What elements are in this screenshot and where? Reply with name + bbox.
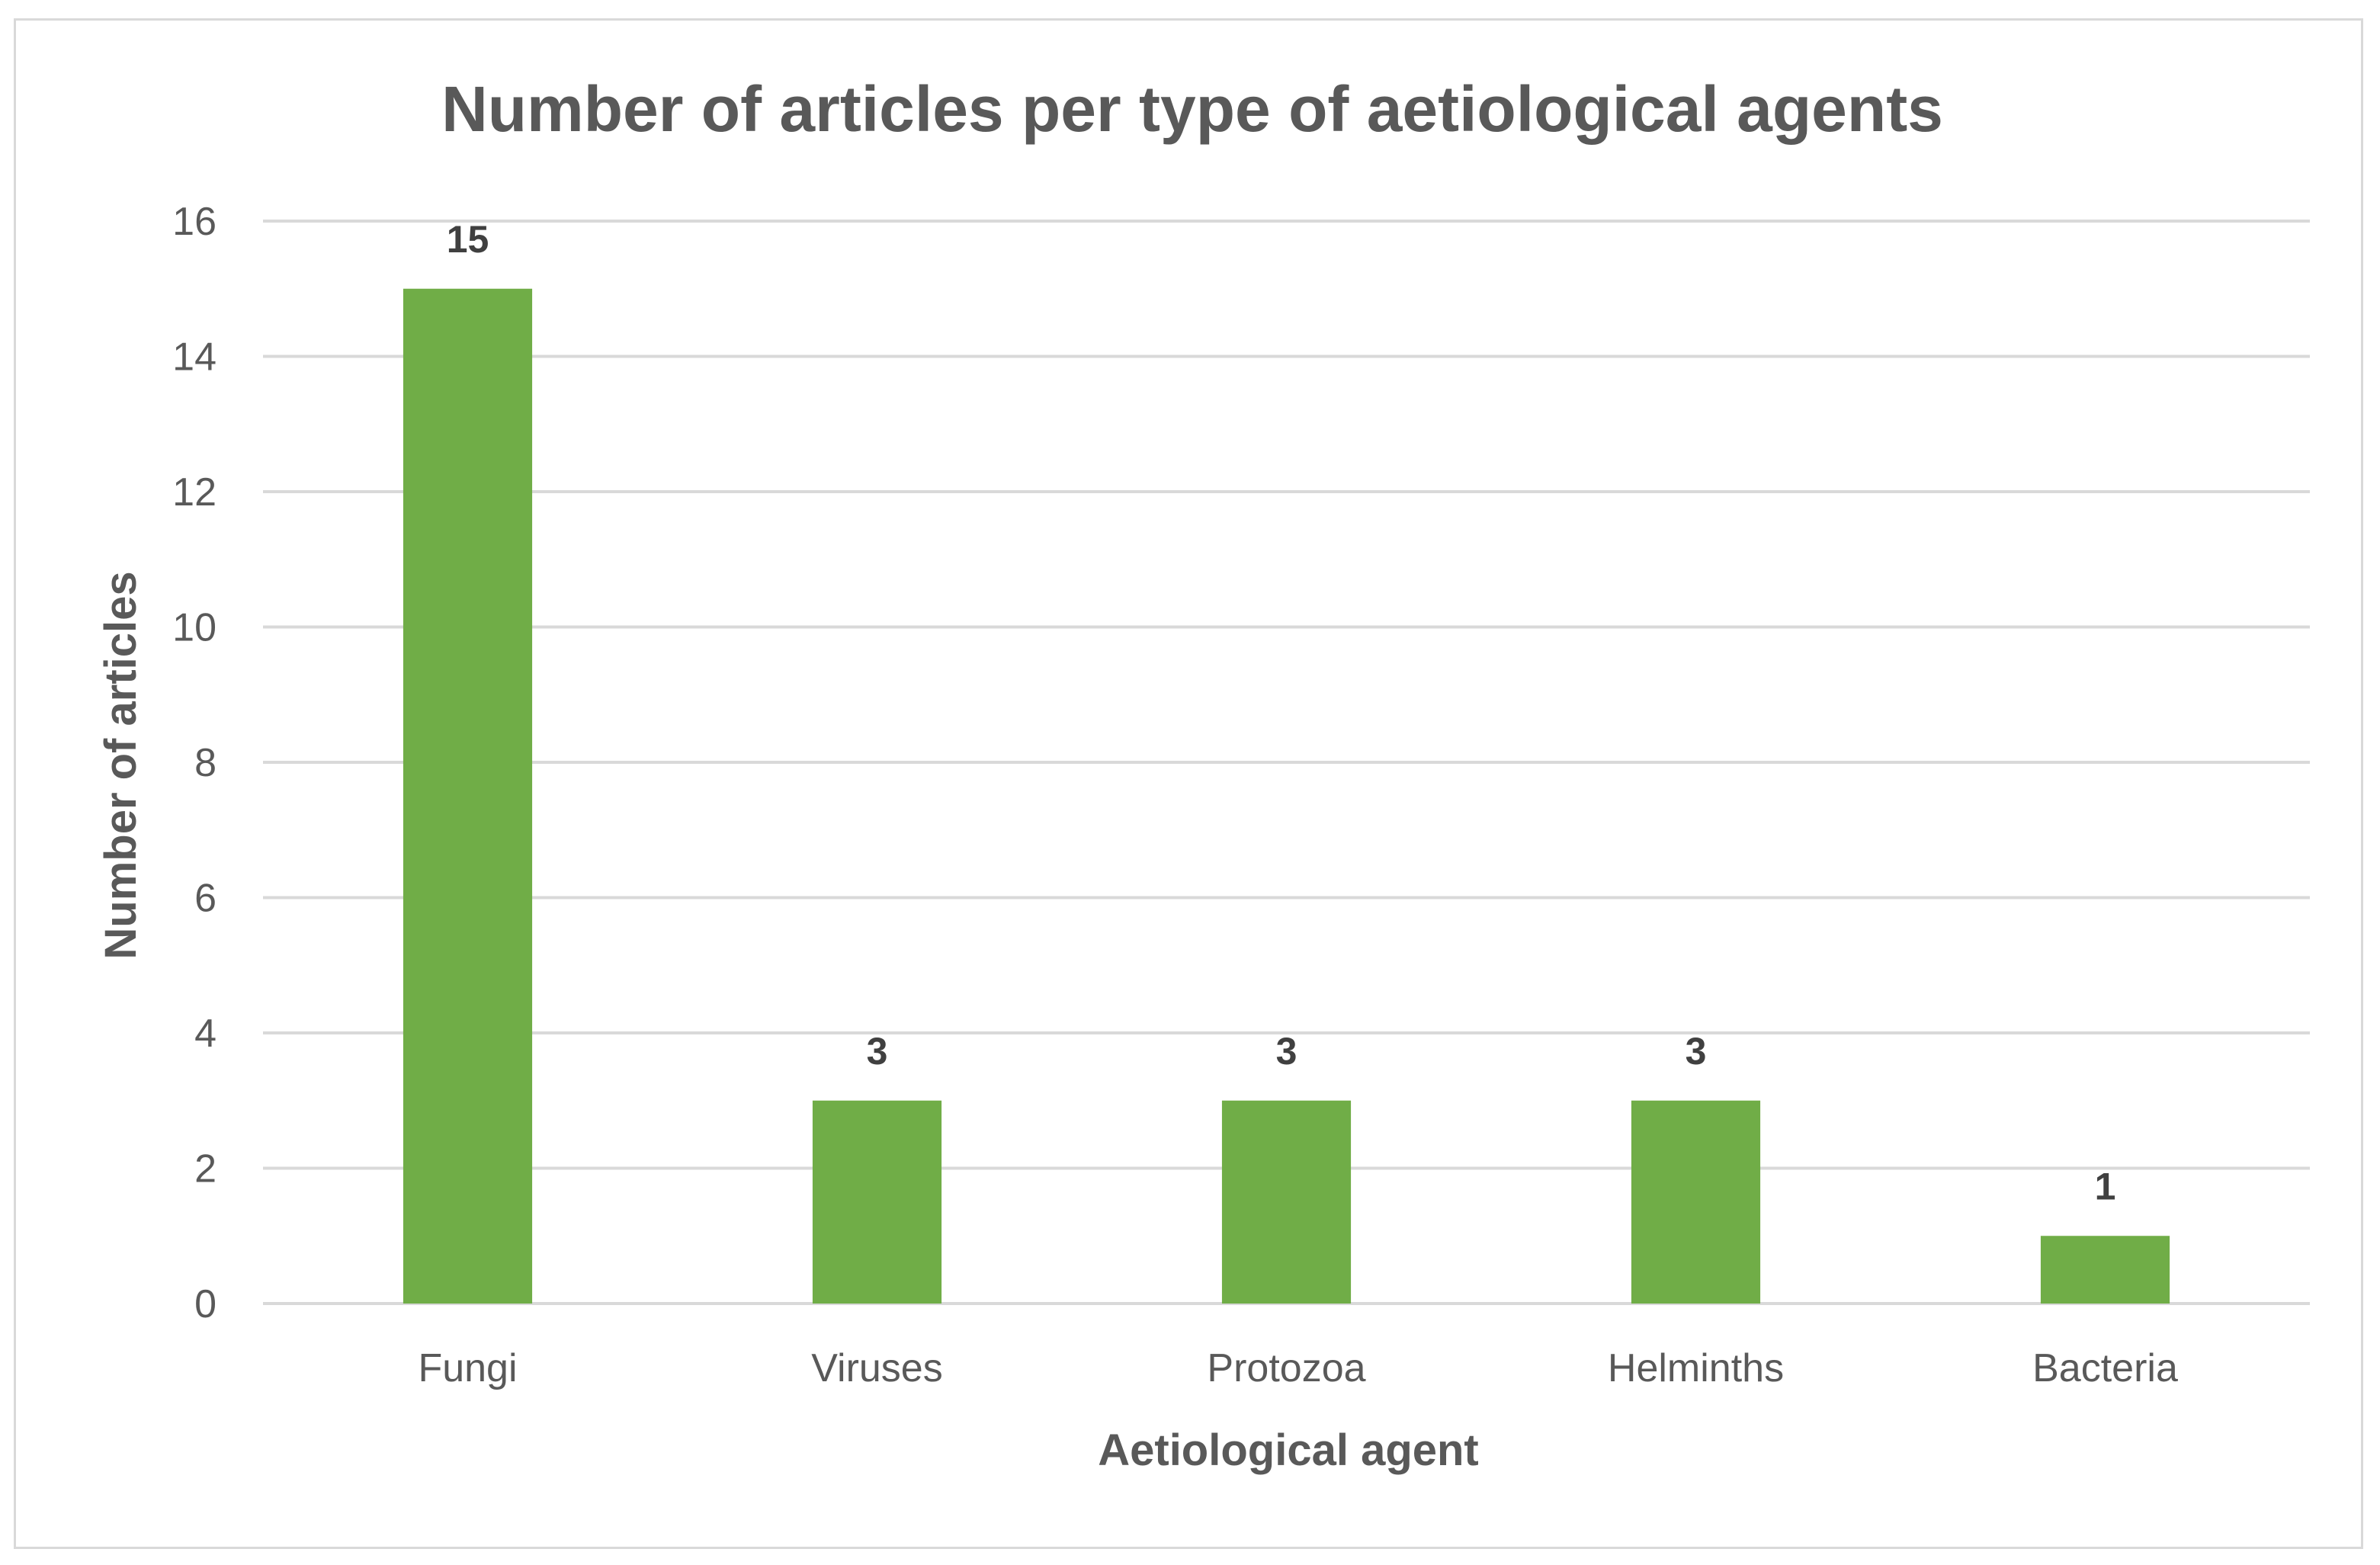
y-axis-ticks: 0 2 4 6 8 10 12 14 16 [172,200,217,1326]
x-tick-label-bacteria: Bacteria [2032,1346,2178,1390]
x-tick-label-protozoa: Protozoa [1207,1346,1365,1390]
y-axis-title: Number of articles [96,571,146,959]
data-label-helminths: 3 [1686,1030,1707,1073]
data-label-protozoa: 3 [1276,1030,1297,1073]
y-tick-label: 14 [172,335,217,380]
bar-protozoa [1221,1100,1352,1304]
chart-title: Number of articles per type of aetiologi… [441,73,1943,145]
data-label-fungi: 15 [447,218,489,261]
y-tick-label: 16 [172,200,217,244]
x-tick-label-fungi: Fungi [418,1346,517,1390]
x-tick-label-viruses: Viruses [811,1346,942,1390]
data-labels: 15 3 3 3 1 [447,218,2116,1208]
bars [403,288,2170,1304]
y-tick-label: 6 [194,877,217,921]
gridlines [263,220,2310,1305]
y-tick-label: 10 [172,606,217,650]
data-label-bacteria: 1 [2095,1165,2116,1207]
x-axis-title: Aetiological agent [1098,1425,1479,1475]
x-tick-label-helminths: Helminths [1608,1346,1784,1390]
data-label-viruses: 3 [867,1030,888,1073]
y-tick-label: 4 [194,1012,217,1056]
y-tick-label: 12 [172,470,217,515]
bar-viruses [812,1100,942,1304]
y-tick-label: 2 [194,1147,217,1191]
bar-helminths [1631,1100,1761,1304]
y-tick-label: 0 [194,1282,217,1326]
x-axis-ticks: Fungi Viruses Protozoa Helminths Bacteria [418,1346,2177,1390]
y-tick-label: 8 [194,741,217,785]
bar-bacteria [2040,1236,2170,1304]
bar-fungi [403,288,533,1304]
